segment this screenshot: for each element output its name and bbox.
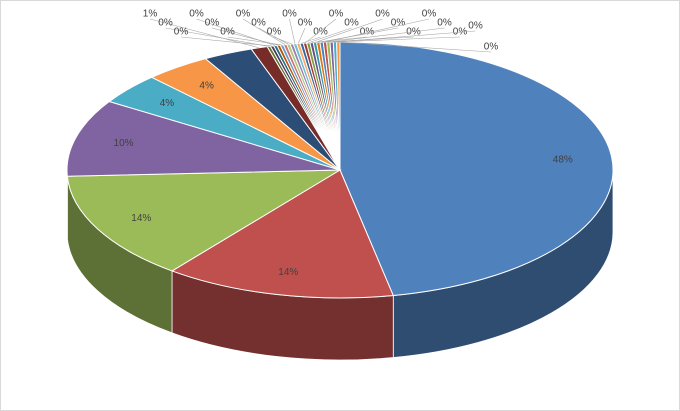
data-label: 0%	[220, 27, 235, 38]
data-label: 0%	[313, 27, 328, 38]
leader-line	[308, 27, 352, 44]
slice	[66, 100, 341, 177]
data-label: 0%	[406, 27, 421, 38]
slice	[66, 169, 342, 272]
data-label: 0%	[282, 9, 297, 20]
leader-line	[298, 27, 306, 44]
leader-line	[273, 36, 292, 45]
data-label: 0%	[468, 21, 483, 32]
data-label: 0%	[391, 18, 406, 29]
leader-line	[318, 27, 399, 43]
data-label: 0%	[437, 18, 452, 29]
leader-line	[165, 27, 269, 47]
leader-line	[338, 41, 492, 53]
data-label: 0%	[422, 9, 437, 20]
data-label: 0%	[205, 18, 220, 29]
leader-line	[301, 36, 321, 44]
leader-line	[227, 36, 282, 46]
data-label: 0%	[189, 9, 204, 20]
data-label: 0%	[236, 9, 251, 20]
data-label: 48%	[553, 154, 573, 165]
data-label: 14%	[278, 267, 298, 278]
data-label: 0%	[298, 18, 313, 29]
data-label: 10%	[114, 138, 134, 149]
data-label: 0%	[251, 18, 266, 29]
leader-line	[258, 27, 289, 45]
leader-line	[314, 18, 383, 43]
data-label: 14%	[131, 213, 151, 224]
leader-line	[180, 36, 273, 47]
leader-line	[328, 27, 445, 43]
data-label: 0%	[484, 42, 499, 53]
leader-line	[304, 18, 337, 44]
leader-line	[242, 18, 286, 45]
leader-line	[211, 27, 279, 46]
data-label: 0%	[267, 27, 282, 38]
data-label: 0%	[375, 9, 390, 20]
slice	[170, 169, 394, 299]
leader-line	[334, 30, 476, 43]
leader-line	[289, 18, 296, 44]
data-label: 4%	[160, 98, 175, 109]
data-label: 1%	[143, 9, 158, 20]
slice	[339, 41, 614, 297]
data-label: 0%	[174, 27, 189, 38]
data-label: 0%	[360, 27, 375, 38]
data-label: 4%	[199, 80, 214, 91]
leader-line	[331, 36, 461, 43]
data-label: 0%	[158, 18, 173, 29]
data-label: 0%	[344, 18, 359, 29]
data-label: 0%	[329, 9, 344, 20]
leader-line	[324, 18, 430, 43]
